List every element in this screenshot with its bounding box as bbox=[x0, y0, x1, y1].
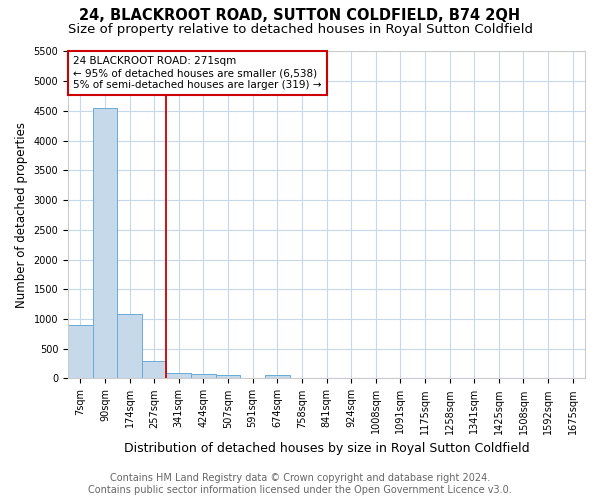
Bar bbox=[117, 314, 142, 378]
Bar bbox=[166, 373, 191, 378]
Text: 24, BLACKROOT ROAD, SUTTON COLDFIELD, B74 2QH: 24, BLACKROOT ROAD, SUTTON COLDFIELD, B7… bbox=[79, 8, 521, 22]
Bar bbox=[92, 108, 117, 378]
X-axis label: Distribution of detached houses by size in Royal Sutton Coldfield: Distribution of detached houses by size … bbox=[124, 442, 529, 455]
Y-axis label: Number of detached properties: Number of detached properties bbox=[15, 122, 28, 308]
Text: Size of property relative to detached houses in Royal Sutton Coldfield: Size of property relative to detached ho… bbox=[67, 22, 533, 36]
Bar bbox=[191, 374, 216, 378]
Bar bbox=[265, 376, 290, 378]
Text: Contains HM Land Registry data © Crown copyright and database right 2024.
Contai: Contains HM Land Registry data © Crown c… bbox=[88, 474, 512, 495]
Bar bbox=[142, 360, 166, 378]
Bar bbox=[68, 325, 92, 378]
Bar bbox=[216, 376, 241, 378]
Text: 24 BLACKROOT ROAD: 271sqm
← 95% of detached houses are smaller (6,538)
5% of sem: 24 BLACKROOT ROAD: 271sqm ← 95% of detac… bbox=[73, 56, 322, 90]
